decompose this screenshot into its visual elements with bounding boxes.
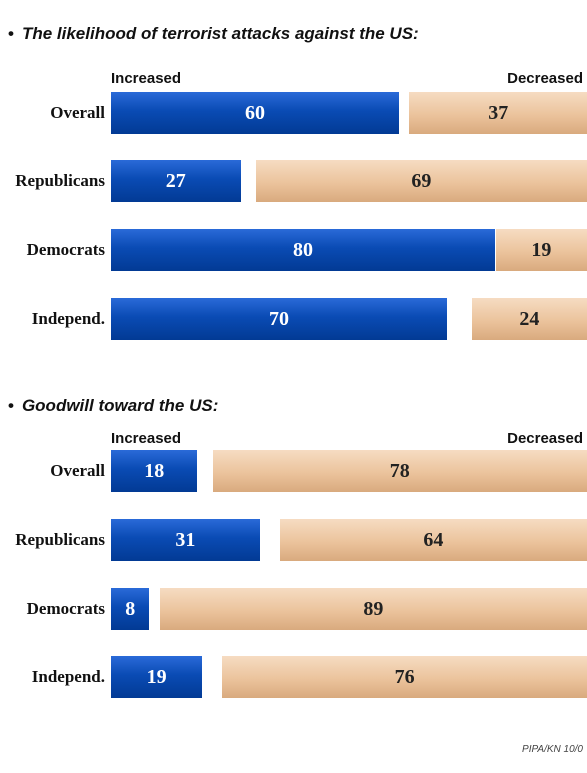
bar-decreased: 24 (471, 298, 587, 340)
source-note: PIPA/KN 10/0 (522, 744, 583, 755)
bar-increased: 80 (111, 229, 495, 271)
category-label: Overall (50, 103, 105, 122)
increased-header: Increased (111, 70, 182, 87)
bar-increased: 18 (111, 450, 198, 492)
decreased-header: Decreased (507, 430, 583, 447)
data-label: 27 (165, 169, 186, 192)
data-label: 24 (519, 307, 540, 330)
data-label: 19 (531, 238, 552, 261)
data-label: 37 (488, 101, 509, 124)
bar-increased: 70 (111, 298, 447, 340)
category-label: Democrats (26, 599, 105, 618)
data-label: 78 (389, 459, 410, 482)
bar-increased: 60 (111, 92, 399, 134)
category-label: Overall (50, 461, 105, 480)
data-label: 60 (245, 101, 265, 124)
category-label: Independ. (31, 309, 105, 328)
bullet-icon: • (8, 24, 14, 43)
bar-decreased: 19 (495, 229, 587, 271)
data-label: 70 (269, 307, 289, 330)
data-label: 31 (175, 528, 196, 551)
data-label: 89 (363, 597, 384, 620)
bar-decreased: 76 (222, 656, 587, 698)
increased-header: Increased (111, 430, 182, 447)
bullet-icon: • (8, 396, 14, 415)
category-label: Independ. (31, 667, 105, 686)
chart-title: • Goodwill toward the US: (8, 396, 219, 415)
chart-title: • The likelihood of terrorist attacks aga… (8, 24, 419, 43)
data-label: 64 (423, 528, 444, 551)
category-label: Republicans (15, 530, 105, 549)
data-label: 80 (293, 238, 313, 261)
bar-decreased: 78 (212, 450, 587, 492)
data-label: 19 (146, 665, 167, 688)
bar-increased: 27 (111, 160, 241, 202)
bar-decreased: 69 (255, 160, 587, 202)
data-label: 69 (411, 169, 432, 192)
category-label: Democrats (26, 240, 105, 259)
data-label: 8 (125, 597, 136, 620)
bar-increased: 19 (111, 656, 203, 698)
data-label: 18 (144, 459, 165, 482)
goodwill-chart: • Goodwill toward the US: Increased Decre… (8, 396, 587, 698)
category-label: Republicans (15, 171, 105, 190)
data-label: 76 (394, 665, 415, 688)
bar-decreased: 37 (409, 92, 587, 134)
terrorism-chart: • The likelihood of terrorist attacks aga… (0, 0, 587, 380)
bar-increased: 31 (111, 519, 260, 561)
bar-decreased: 89 (159, 588, 587, 630)
decreased-header: Decreased (507, 70, 583, 87)
bar-increased: 8 (111, 588, 150, 630)
bar-decreased: 64 (279, 519, 587, 561)
